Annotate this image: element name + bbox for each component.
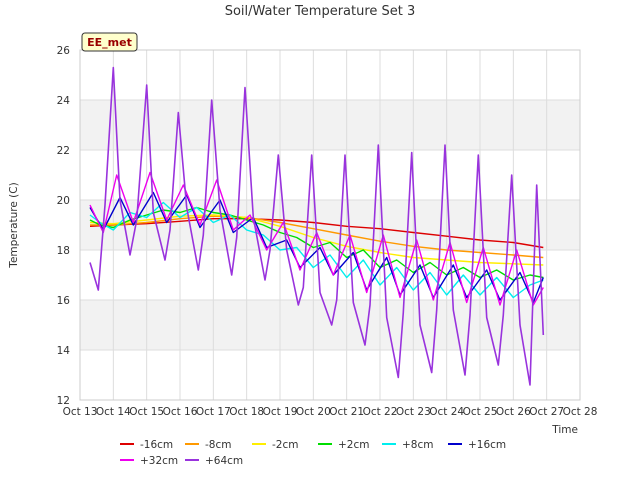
legend-label: +32cm <box>140 455 178 467</box>
x-tick-label: Oct 25 <box>463 406 498 418</box>
series-line-minus16cm <box>89 217 544 249</box>
legend-label: -2cm <box>272 439 298 451</box>
series-line-minus8cm <box>90 215 544 259</box>
x-tick-label: Oct 28 <box>563 406 598 418</box>
legend: -16cm -8cm -2cm +2cm +8cm +16cm +32cm +64cm <box>120 439 506 467</box>
y-tick-label: 12 <box>57 395 70 407</box>
x-tick-label: Oct 18 <box>229 406 264 418</box>
legend-label: -16cm <box>140 439 173 451</box>
x-tick-label: Oct 17 <box>196 406 231 418</box>
x-tick-label: Oct 20 <box>296 406 331 418</box>
y-tick-label: 24 <box>57 95 71 107</box>
x-tick-label: Oct 19 <box>263 406 298 418</box>
y-tick-label: 16 <box>57 295 71 307</box>
legend-label: +64cm <box>205 455 243 467</box>
y-tick-label: 14 <box>57 345 71 357</box>
x-tick-label: Oct 16 <box>163 406 198 418</box>
series-lines <box>89 66 545 386</box>
plot-frame <box>79 49 581 401</box>
series-line-minus2cm <box>89 214 544 266</box>
station-badge-box <box>81 32 138 52</box>
y-axis-label: Temperature (C) <box>8 182 20 268</box>
y-tick-label: 22 <box>57 145 70 157</box>
grid-band <box>80 100 580 150</box>
y-tick-label: 26 <box>57 45 71 57</box>
legend-label: +8cm <box>402 439 433 451</box>
x-tick-label: Oct 22 <box>363 406 398 418</box>
series-line-plus16cm <box>89 191 544 304</box>
x-axis-label: Time <box>551 424 578 436</box>
legend-label: -8cm <box>205 439 231 451</box>
x-tick-label: Oct 21 <box>329 406 364 418</box>
station-badge: EE_met <box>81 32 138 52</box>
series-line-plus2cm <box>89 206 544 281</box>
y-tick-label: 18 <box>57 245 70 257</box>
chart-title: Soil/Water Temperature Set 3 <box>225 4 416 19</box>
x-tick-label: Oct 15 <box>129 406 164 418</box>
x-tick-label: Oct 14 <box>96 406 131 418</box>
x-tick-label: Oct 27 <box>529 406 564 418</box>
y-tick-label: 20 <box>57 195 70 207</box>
plot-area <box>79 49 581 401</box>
grid-band <box>80 300 580 350</box>
y-axis-ticks: 12 14 16 18 20 22 24 26 <box>57 45 71 407</box>
series-line-plus8cm <box>89 201 544 299</box>
x-tick-label: Oct 24 <box>429 406 464 418</box>
legend-label: +16cm <box>468 439 506 451</box>
station-badge-label: EE_met <box>87 36 132 49</box>
x-tick-label: Oct 13 <box>63 406 98 418</box>
x-tick-label: Oct 26 <box>496 406 531 418</box>
legend-label: +2cm <box>338 439 369 451</box>
x-tick-label: Oct 23 <box>396 406 431 418</box>
series-line-plus64cm <box>89 66 545 386</box>
